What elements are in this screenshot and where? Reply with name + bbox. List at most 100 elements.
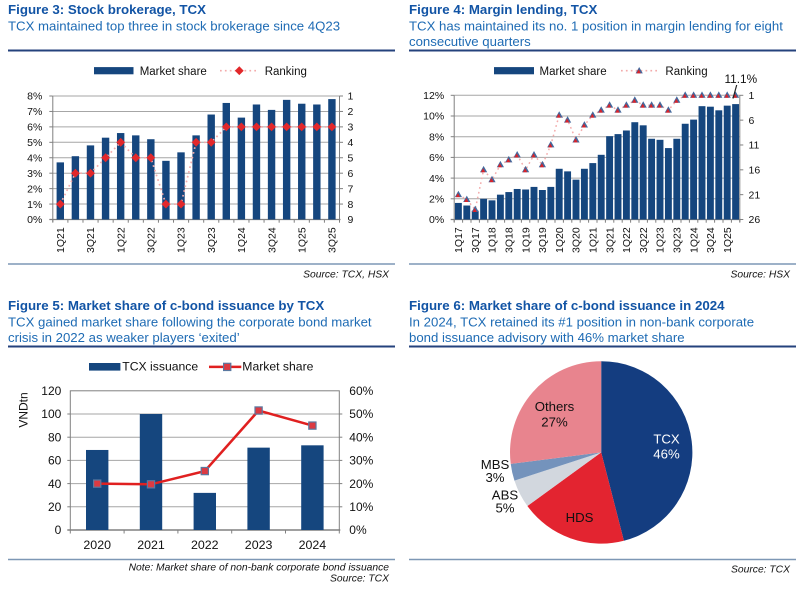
- svg-text:1Q18: 1Q18: [487, 227, 499, 253]
- svg-text:6%: 6%: [429, 152, 444, 164]
- svg-text:2021: 2021: [137, 538, 165, 552]
- svg-text:Source: HSX: Source: HSX: [730, 270, 791, 281]
- svg-text:In 2024, TCX retained its #1 p: In 2024, TCX retained its #1 position in…: [409, 315, 754, 330]
- svg-text:0%: 0%: [429, 214, 444, 226]
- svg-text:Market share: Market share: [140, 66, 207, 78]
- svg-text:50%: 50%: [349, 407, 373, 421]
- svg-text:1Q19: 1Q19: [520, 227, 532, 253]
- svg-text:3: 3: [348, 122, 354, 134]
- svg-text:Market share: Market share: [540, 66, 607, 78]
- svg-text:1Q25: 1Q25: [722, 227, 734, 253]
- svg-text:VNDtn: VNDtn: [17, 392, 31, 427]
- svg-text:9: 9: [348, 214, 354, 226]
- svg-text:27%: 27%: [541, 415, 568, 430]
- svg-text:Note: Market share of non-bank: Note: Market share of non-bank corporate…: [129, 563, 390, 574]
- svg-text:Figure 4: Margin lending, TCX: Figure 4: Margin lending, TCX: [409, 2, 598, 17]
- svg-text:4%: 4%: [27, 152, 42, 164]
- svg-text:1: 1: [348, 91, 354, 103]
- svg-text:TCX gained market share follow: TCX gained market share following the co…: [8, 315, 372, 330]
- svg-text:4: 4: [348, 137, 354, 149]
- svg-text:5%: 5%: [27, 137, 42, 149]
- svg-text:80: 80: [48, 430, 62, 444]
- svg-text:40: 40: [48, 477, 62, 491]
- svg-text:1Q23: 1Q23: [655, 227, 667, 253]
- svg-text:Figure 5: Market share of c-bo: Figure 5: Market share of c-bond issuanc…: [8, 298, 324, 313]
- svg-text:16: 16: [749, 165, 761, 177]
- svg-text:1: 1: [749, 90, 755, 102]
- svg-text:3Q25: 3Q25: [327, 227, 339, 253]
- svg-text:1Q20: 1Q20: [554, 227, 566, 253]
- svg-text:3%: 3%: [27, 168, 42, 180]
- svg-text:1Q21: 1Q21: [55, 227, 67, 253]
- svg-text:3Q24: 3Q24: [705, 227, 717, 253]
- svg-text:TCX has maintained its no. 1 p: TCX has maintained its no. 1 position in…: [409, 19, 783, 34]
- svg-text:120: 120: [41, 384, 61, 398]
- svg-text:Source: TCX: Source: TCX: [731, 565, 791, 576]
- svg-text:100: 100: [41, 407, 61, 421]
- svg-text:1%: 1%: [27, 199, 42, 211]
- svg-text:3Q21: 3Q21: [85, 227, 97, 253]
- svg-text:26: 26: [749, 214, 761, 226]
- svg-text:2020: 2020: [83, 538, 111, 552]
- svg-text:TCX: TCX: [653, 432, 680, 447]
- svg-text:1Q23: 1Q23: [176, 227, 188, 253]
- svg-text:11.1%: 11.1%: [725, 72, 758, 86]
- svg-text:21: 21: [749, 189, 761, 201]
- svg-text:crisis in 2022 as weaker playe: crisis in 2022 as weaker players ‘exited…: [8, 330, 240, 345]
- svg-text:2022: 2022: [191, 538, 219, 552]
- svg-text:30%: 30%: [349, 454, 373, 468]
- svg-text:10%: 10%: [349, 500, 373, 514]
- svg-text:4%: 4%: [429, 173, 444, 185]
- svg-text:60%: 60%: [349, 384, 373, 398]
- svg-text:consecutive quarters: consecutive quarters: [409, 34, 531, 49]
- svg-text:1Q21: 1Q21: [588, 227, 600, 253]
- svg-text:3%: 3%: [485, 470, 504, 485]
- svg-text:2%: 2%: [429, 194, 444, 206]
- svg-text:60: 60: [48, 454, 62, 468]
- svg-text:bond issuance advisory with 46: bond issuance advisory with 46% market s…: [409, 330, 685, 345]
- svg-text:1Q24: 1Q24: [688, 227, 700, 253]
- svg-text:3Q19: 3Q19: [537, 227, 549, 253]
- svg-text:Figure 6: Market share of c-bo: Figure 6: Market share of c-bond issuanc…: [409, 298, 725, 313]
- svg-text:3Q23: 3Q23: [672, 227, 684, 253]
- svg-text:0%: 0%: [27, 214, 42, 226]
- svg-text:8%: 8%: [429, 131, 444, 143]
- svg-text:11: 11: [749, 140, 760, 152]
- svg-text:3Q18: 3Q18: [504, 227, 516, 253]
- svg-text:3Q22: 3Q22: [638, 227, 650, 253]
- svg-text:1Q22: 1Q22: [621, 227, 633, 253]
- svg-text:MBS: MBS: [481, 457, 510, 472]
- svg-text:7%: 7%: [27, 106, 42, 118]
- svg-text:7: 7: [348, 183, 354, 195]
- svg-text:8: 8: [348, 199, 354, 211]
- svg-text:2023: 2023: [245, 538, 273, 552]
- svg-text:1Q25: 1Q25: [296, 227, 308, 253]
- svg-text:3Q20: 3Q20: [571, 227, 583, 253]
- svg-text:3Q21: 3Q21: [604, 227, 616, 253]
- svg-text:TCX issuance: TCX issuance: [122, 360, 198, 374]
- svg-text:Others: Others: [535, 399, 575, 414]
- svg-text:5%: 5%: [495, 501, 514, 516]
- svg-text:8%: 8%: [27, 91, 42, 103]
- svg-text:1Q17: 1Q17: [453, 227, 465, 253]
- svg-text:Market share: Market share: [242, 360, 313, 374]
- svg-text:ABS: ABS: [492, 488, 519, 503]
- svg-text:12%: 12%: [423, 90, 444, 102]
- svg-text:10%: 10%: [423, 111, 444, 123]
- svg-text:2: 2: [348, 106, 354, 118]
- svg-text:5: 5: [348, 152, 354, 164]
- svg-text:Ranking: Ranking: [265, 66, 307, 78]
- svg-text:2%: 2%: [27, 183, 42, 195]
- svg-text:3Q22: 3Q22: [146, 227, 158, 253]
- svg-text:0: 0: [55, 523, 62, 537]
- svg-text:0%: 0%: [349, 523, 367, 537]
- svg-text:Source: TCX: Source: TCX: [330, 574, 390, 585]
- svg-text:1Q24: 1Q24: [236, 227, 248, 253]
- svg-text:6%: 6%: [27, 122, 42, 134]
- svg-text:TCX maintained top three in st: TCX maintained top three in stock broker…: [8, 19, 340, 34]
- svg-text:3Q17: 3Q17: [470, 227, 482, 253]
- svg-text:46%: 46%: [653, 447, 680, 462]
- svg-text:Figure 3: Stock brokerage, TCX: Figure 3: Stock brokerage, TCX: [8, 2, 206, 17]
- svg-text:2024: 2024: [299, 538, 327, 552]
- svg-text:40%: 40%: [349, 430, 373, 444]
